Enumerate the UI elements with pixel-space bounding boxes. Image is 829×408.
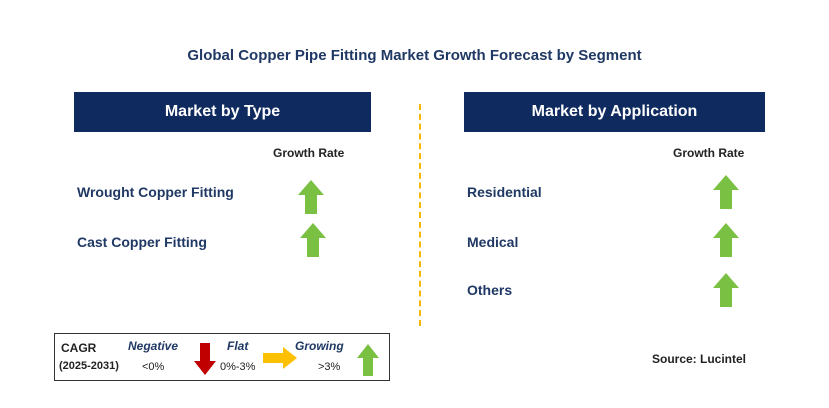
type-row-label: Wrought Copper Fitting [77, 184, 234, 200]
application-row-label: Medical [467, 234, 519, 250]
source-note: Source: Lucintel [652, 352, 747, 366]
application-row-label: Residential [467, 184, 542, 200]
down-arrow-icon [194, 343, 216, 375]
application-growth-rate-label: Growth Rate [673, 146, 745, 160]
application-row-label: Others [467, 282, 513, 298]
up-arrow-icon [713, 273, 739, 307]
legend-flat-label: Flat [227, 339, 249, 353]
up-arrow-icon [298, 180, 324, 214]
legend-period-label: (2025-2031) [59, 360, 119, 372]
up-arrow-icon [713, 175, 739, 209]
application-panel-header: Market by Application [464, 92, 765, 132]
up-arrow-icon [713, 223, 739, 257]
legend-growing-range: >3% [318, 361, 341, 373]
legend-flat-range: 0%-3% [220, 361, 256, 373]
type-row-label: Cast Copper Fitting [77, 234, 207, 250]
chart-title: Global Copper Pipe Fitting Market Growth… [187, 47, 642, 64]
legend-growing-label: Growing [295, 339, 344, 353]
up-arrow-icon [357, 344, 379, 376]
cagr-legend: CAGR (2025-2031) Negative <0% Flat 0%-3%… [54, 333, 390, 381]
legend-negative-range: <0% [142, 361, 165, 373]
legend-cagr-label: CAGR [61, 341, 97, 355]
panel-divider [419, 104, 421, 326]
right-arrow-icon [263, 347, 297, 369]
legend-negative-label: Negative [128, 339, 179, 353]
type-panel-header: Market by Type [74, 92, 371, 132]
type-growth-rate-label: Growth Rate [273, 146, 345, 160]
up-arrow-icon [300, 223, 326, 257]
